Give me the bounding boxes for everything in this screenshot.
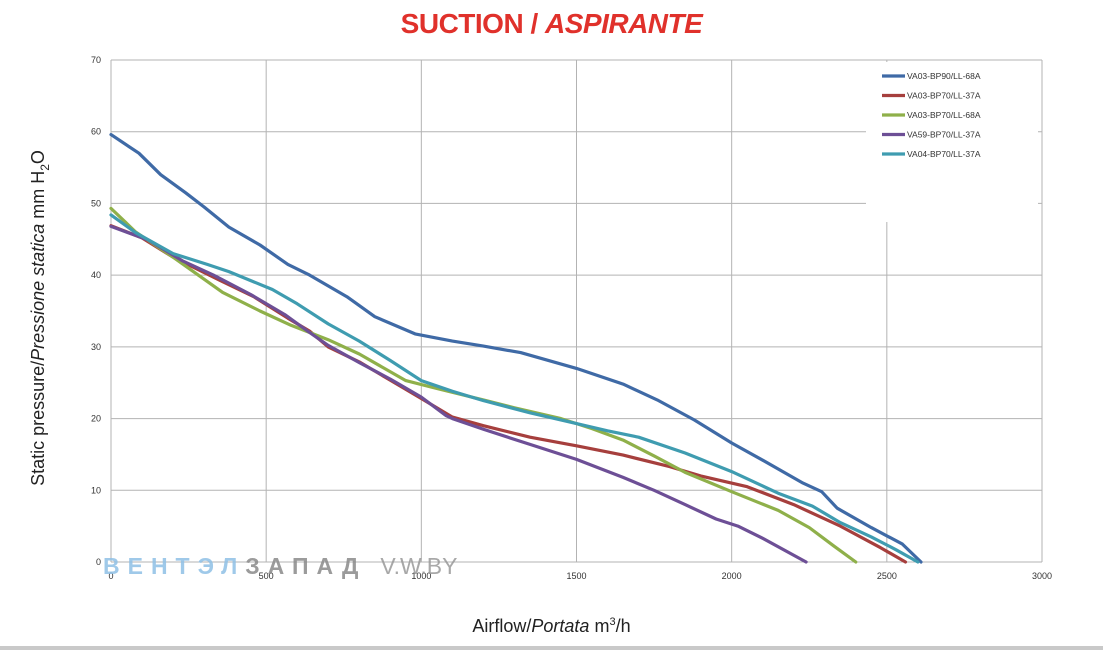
legend-box bbox=[866, 62, 1038, 222]
y-axis-label: Static pressure/Pressione statica mm H2O bbox=[28, 150, 52, 486]
series-line-2 bbox=[109, 224, 908, 564]
legend-entry-1: VA03-BP90/LL-68A bbox=[907, 71, 981, 81]
y-tick-label: 20 bbox=[91, 414, 101, 424]
x-tick-labels: 0 500 1000 1500 2000 2500 3000 bbox=[108, 571, 1052, 581]
bottom-border bbox=[0, 646, 1103, 650]
y-tick-label: 10 bbox=[91, 485, 101, 495]
y-tick-label: 50 bbox=[91, 198, 101, 208]
legend-entry-2: VA03-BP70/LL-37A bbox=[907, 91, 981, 101]
x-tick-label: 500 bbox=[259, 571, 274, 581]
series-line-4 bbox=[109, 224, 808, 564]
y-tick-labels: 0 10 20 30 40 50 60 70 bbox=[91, 55, 101, 567]
legend-entry-4: VA59-BP70/LL-37A bbox=[907, 130, 981, 140]
x-tick-label: 2000 bbox=[722, 571, 742, 581]
series-line-1 bbox=[109, 133, 923, 564]
chart-title: SUCTION / ASPIRANTE bbox=[400, 8, 703, 39]
x-tick-label: 1000 bbox=[411, 571, 431, 581]
legend-entry-3: VA03-BP70/LL-68A bbox=[907, 110, 981, 120]
x-tick-label: 2500 bbox=[877, 571, 897, 581]
x-tick-label: 3000 bbox=[1032, 571, 1052, 581]
y-tick-label: 70 bbox=[91, 55, 101, 65]
series-lines bbox=[109, 133, 923, 564]
y-tick-label: 60 bbox=[91, 127, 101, 137]
y-tick-label: 40 bbox=[91, 270, 101, 280]
x-tick-label: 0 bbox=[108, 571, 113, 581]
watermark: ВЕНТЭЛЗАПАД V.W.BY bbox=[103, 553, 458, 579]
series-line-5 bbox=[109, 213, 920, 564]
x-axis-label: Airflow/Portata m3/h bbox=[472, 616, 631, 636]
legend: VA03-BP90/LL-68A VA03-BP70/LL-37A VA03-BP7… bbox=[866, 62, 1038, 222]
legend-entry-5: VA04-BP70/LL-37A bbox=[907, 149, 981, 159]
series-line-3 bbox=[109, 206, 858, 564]
x-tick-label: 1500 bbox=[566, 571, 586, 581]
y-tick-label: 30 bbox=[91, 342, 101, 352]
y-tick-label: 0 bbox=[96, 557, 101, 567]
